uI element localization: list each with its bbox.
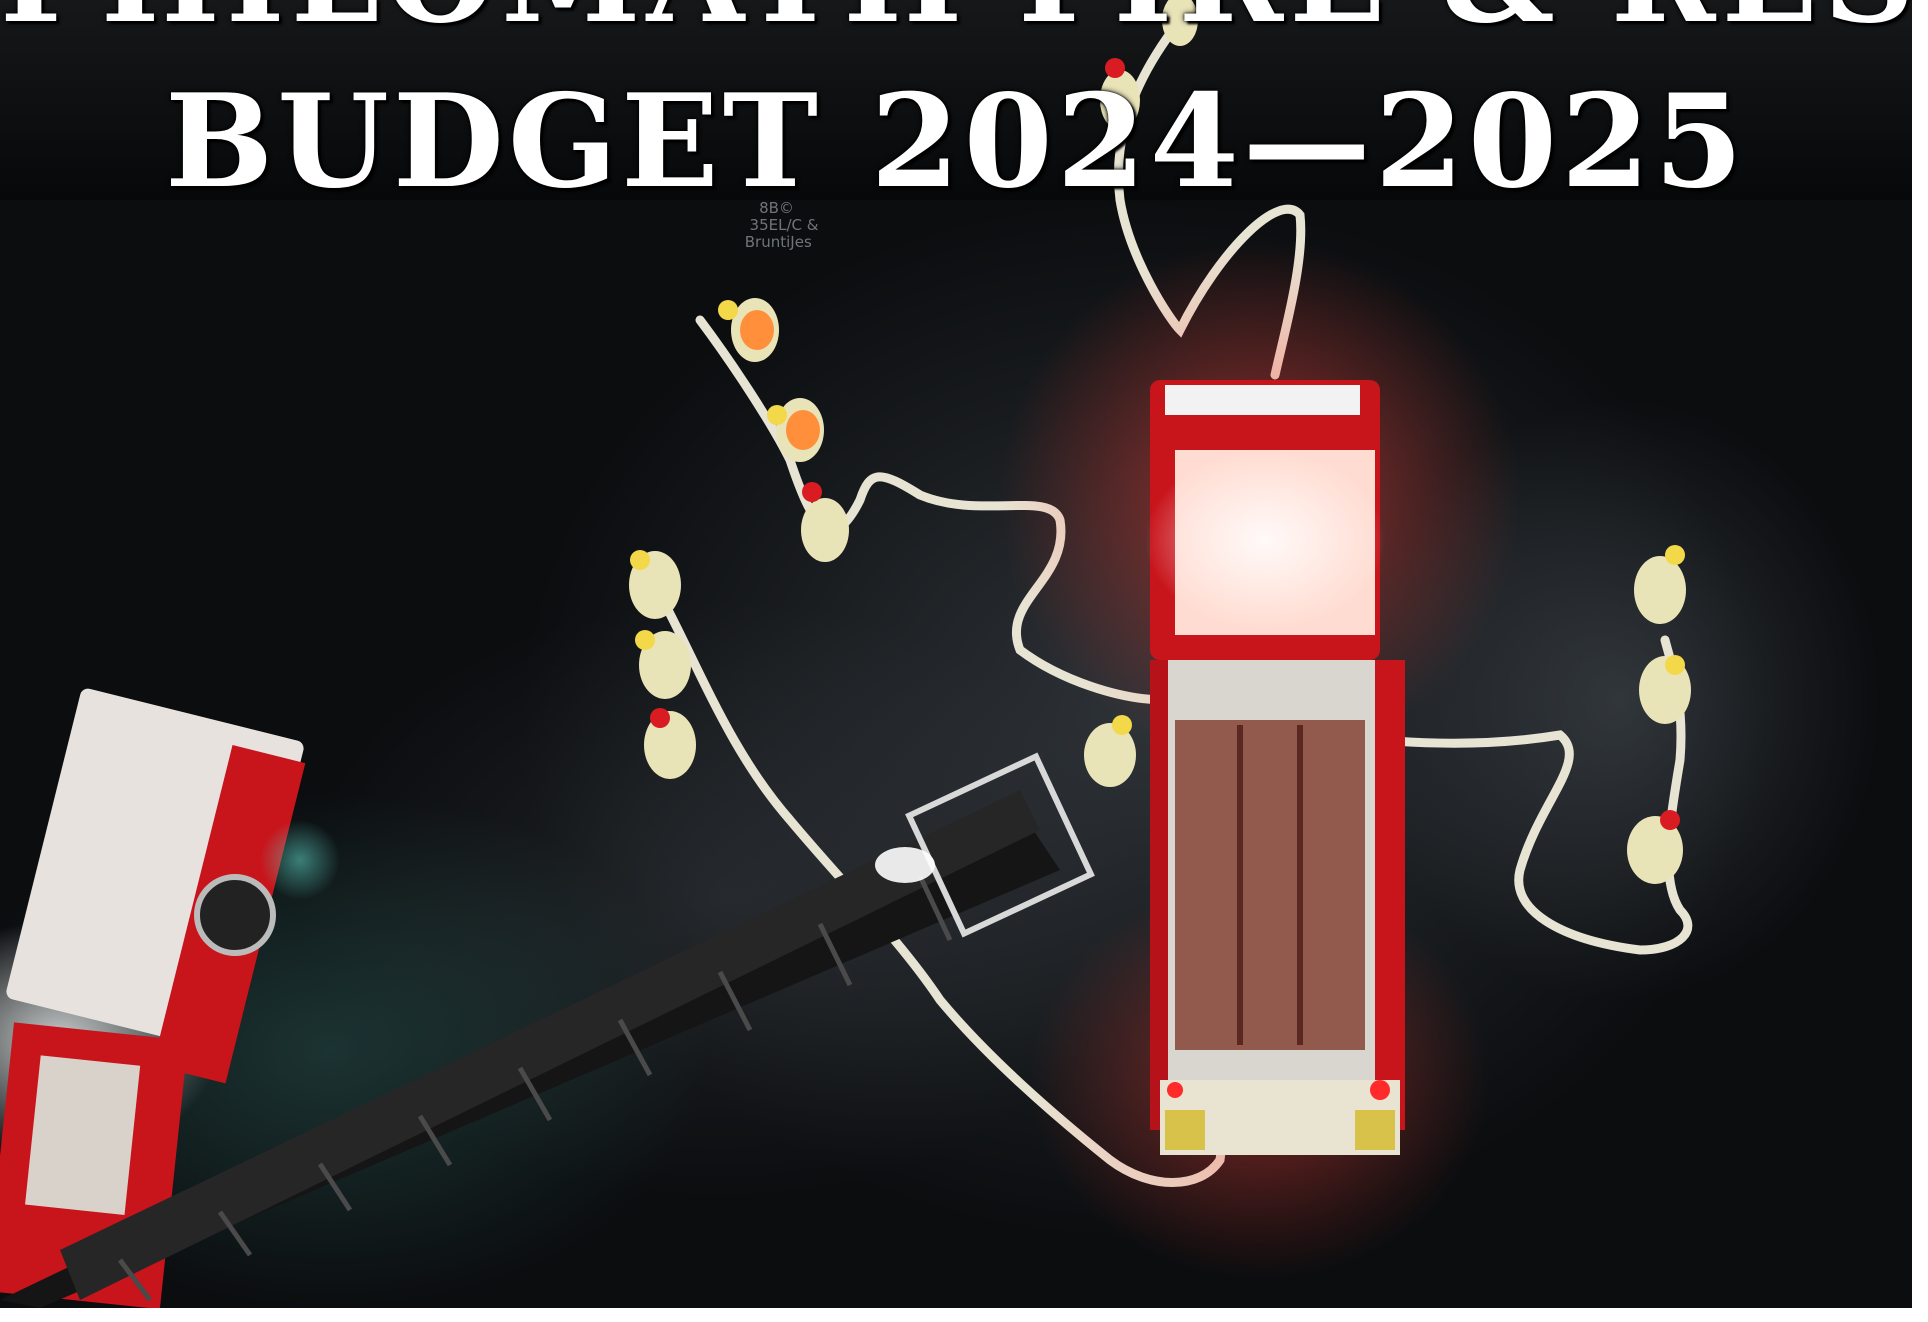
pavement-markings: 8B© 35EL/C & BruntiJes [744, 199, 819, 251]
cover-title-line-2: BUDGET 2024—2025 [165, 67, 1747, 217]
pumper-engine [1000, 240, 1520, 1280]
firefighters [629, 0, 1691, 884]
cover-title-line-1: PHILOMATH FIRE & RESCUE [0, 0, 1912, 40]
ladder-truck [0, 688, 340, 1308]
aerial-ladder [0, 752, 1095, 1308]
